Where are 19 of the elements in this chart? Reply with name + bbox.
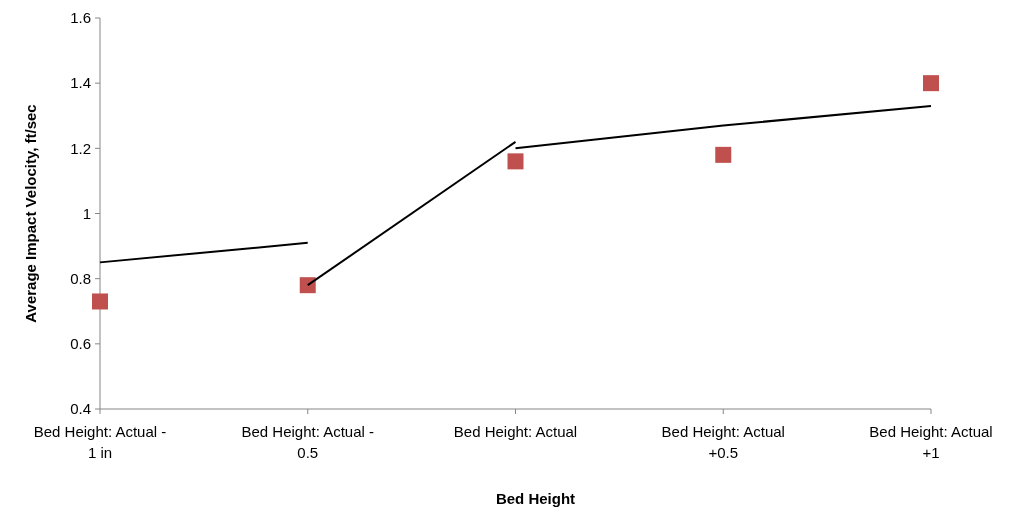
point [923,75,939,92]
point [299,277,316,294]
x-tick-label: Bed Height: Actual +1 [869,423,993,461]
y-tick-label: 0.8 [70,269,91,287]
y-tick-label: 0.4 [70,400,91,418]
y-tick-label: 1 [82,204,91,222]
x-tick-label: Bed Height: Actual +0.5 [661,423,785,461]
x-tick-label: Bed Height: Actual - 0.5 [241,423,375,461]
y-tick-label: 1.4 [70,74,91,92]
x-tick-label: Bed Height: Actual - 1 in [33,423,167,461]
x-axis-title: Bed Height [495,490,576,507]
point [715,146,732,163]
y-tick-label: 1.2 [70,139,91,157]
y-tick-label: 0.6 [70,335,91,353]
x-tick-label: Bed Height: Actual [453,423,578,440]
point [507,153,524,170]
y-axis-title: Average Impact Velocity, ft/sec [22,104,39,323]
point [92,293,108,310]
y-tick-label: 1.6 [70,9,91,27]
